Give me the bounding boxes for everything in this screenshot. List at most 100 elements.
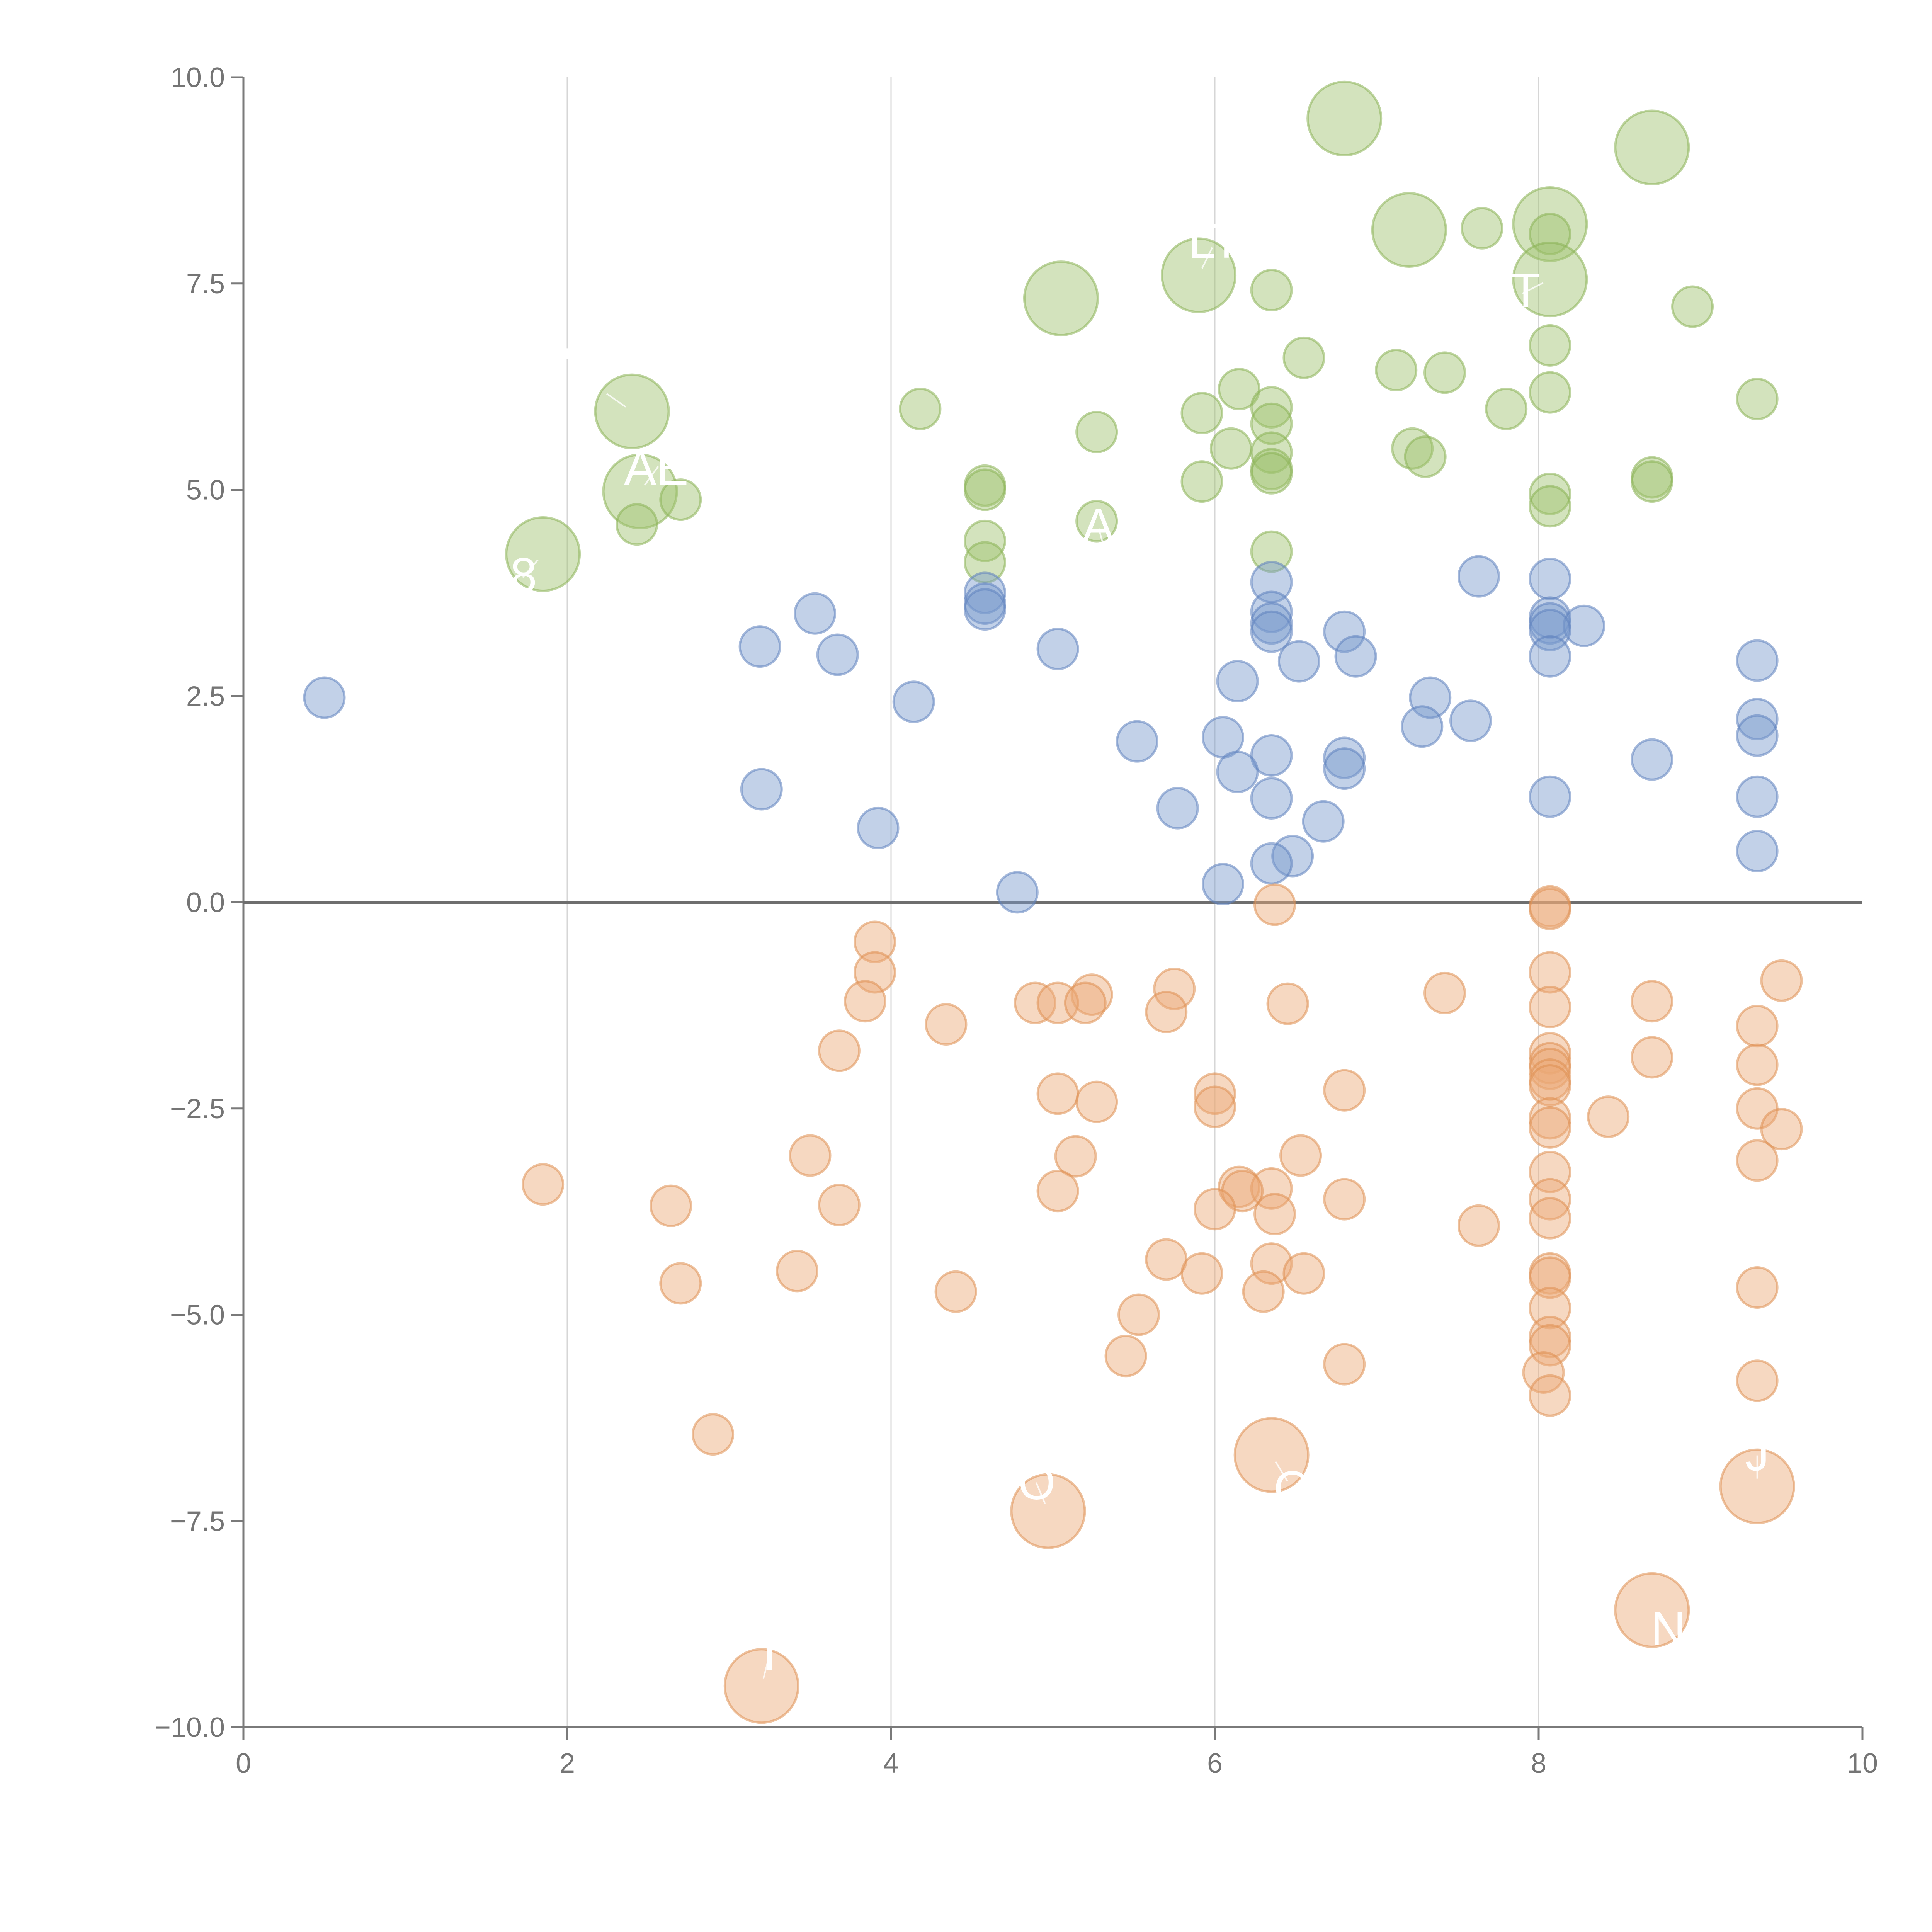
green-point (1180, 460, 1223, 503)
annotations: AE A 8 LT T ' O O J N I (510, 214, 1769, 1680)
blue-point (738, 625, 781, 668)
blue-point (1736, 714, 1779, 757)
blue-point (1736, 775, 1779, 818)
orange-point (1529, 1197, 1571, 1240)
orange-point (789, 1134, 832, 1177)
orange-point (1457, 1204, 1500, 1247)
green-point (1250, 530, 1293, 573)
blue-point (740, 768, 783, 811)
green-point (1529, 371, 1571, 414)
blue-point (794, 592, 837, 635)
orange-point (1323, 1178, 1366, 1221)
y-tick-label: 7.5 (186, 269, 225, 299)
annotation-label: A (1082, 499, 1115, 553)
orange-point (1282, 1252, 1325, 1295)
green-point (1209, 427, 1252, 470)
orange-point (844, 980, 886, 1023)
orange-point (522, 1163, 565, 1206)
annotation-leader (606, 393, 626, 408)
annotation-label: AE (624, 441, 689, 495)
orange-point (776, 1250, 818, 1293)
orange-point (1145, 1238, 1188, 1281)
y-tick-label: 5.0 (186, 475, 225, 506)
y-tick-label: 0.0 (186, 887, 225, 918)
annotation-label: O (1274, 1462, 1311, 1515)
blue-point (996, 871, 1039, 914)
orange-point (1014, 981, 1056, 1024)
green-point (1180, 391, 1223, 434)
orange-point (1736, 1139, 1779, 1182)
orange-point (1194, 1072, 1236, 1115)
orange-point (1529, 986, 1571, 1029)
orange-point (1736, 1005, 1779, 1048)
orange-point (1194, 1188, 1236, 1231)
orange-point (1529, 888, 1571, 930)
x-tick-label: 8 (1531, 1748, 1546, 1779)
orange-point (1253, 1193, 1296, 1236)
orange-point (1070, 973, 1113, 1016)
orange-point (1614, 1572, 1690, 1648)
green-point (1512, 242, 1588, 318)
orange-point (650, 1184, 692, 1227)
green-point (1023, 260, 1099, 337)
orange-point (1760, 959, 1803, 1002)
green-point (1075, 411, 1118, 454)
blue-point (1457, 555, 1500, 598)
green-point (594, 373, 670, 449)
orange-point (1529, 1048, 1571, 1090)
green-point (1529, 324, 1571, 367)
blue-point (1323, 747, 1366, 790)
axes: 10.0 7.5 5.0 2.5 0.0 −2.5 −5.0 −7.5 −10.0 0 2 4 6 8 10 (155, 62, 1878, 1779)
orange-point (1064, 981, 1107, 1024)
green-point (659, 478, 702, 521)
blue-point (892, 680, 935, 723)
blue-point (1563, 604, 1605, 647)
orange-point (723, 1648, 799, 1724)
orange-point (1719, 1448, 1795, 1524)
green-point (1485, 388, 1528, 430)
blue-point (303, 676, 346, 719)
green-point (1736, 378, 1779, 420)
y-tick-label: −5.0 (170, 1300, 225, 1331)
green-point (1671, 285, 1714, 328)
green-point (1250, 269, 1293, 311)
blue-point (1736, 830, 1779, 872)
blue-point (1036, 628, 1079, 670)
blue-point (1216, 660, 1259, 702)
annotation-label: ' (563, 338, 572, 392)
green-point (1391, 427, 1434, 470)
orange-point (1736, 1359, 1779, 1402)
orange-point (1760, 1108, 1803, 1151)
orange-point (854, 951, 896, 994)
green-point (1614, 109, 1690, 185)
green-point (1282, 336, 1325, 379)
annotation-label: O (1018, 1456, 1055, 1510)
blue-point (1449, 699, 1492, 742)
blue-point (1216, 750, 1259, 793)
orange-point (1194, 1085, 1236, 1128)
blue-point (964, 571, 1007, 614)
orange-point (1153, 968, 1196, 1010)
annotation-leader (1275, 1461, 1288, 1482)
y-tick-label: 2.5 (186, 681, 225, 712)
green-point (1423, 351, 1466, 394)
orange-point (1145, 990, 1188, 1033)
annotation-label: LT (1189, 214, 1242, 268)
green-point (1529, 473, 1571, 515)
blue-point (1736, 639, 1779, 682)
orange-point (1242, 1270, 1285, 1313)
annotation-leader (1201, 247, 1213, 269)
blue-point (1409, 676, 1452, 719)
orange-point (818, 1029, 861, 1072)
green-point (1161, 237, 1237, 313)
orange-point (1233, 1417, 1310, 1493)
x-tick-label: 0 (236, 1748, 251, 1779)
annotation-label: T (1511, 264, 1540, 318)
orange-point (1250, 1242, 1293, 1285)
orange-point (1279, 1134, 1322, 1177)
orange-point (1736, 1266, 1779, 1309)
orange-point (818, 1184, 861, 1226)
green-point (1371, 192, 1447, 268)
orange-point (1075, 1080, 1118, 1123)
blue-point (964, 588, 1007, 631)
